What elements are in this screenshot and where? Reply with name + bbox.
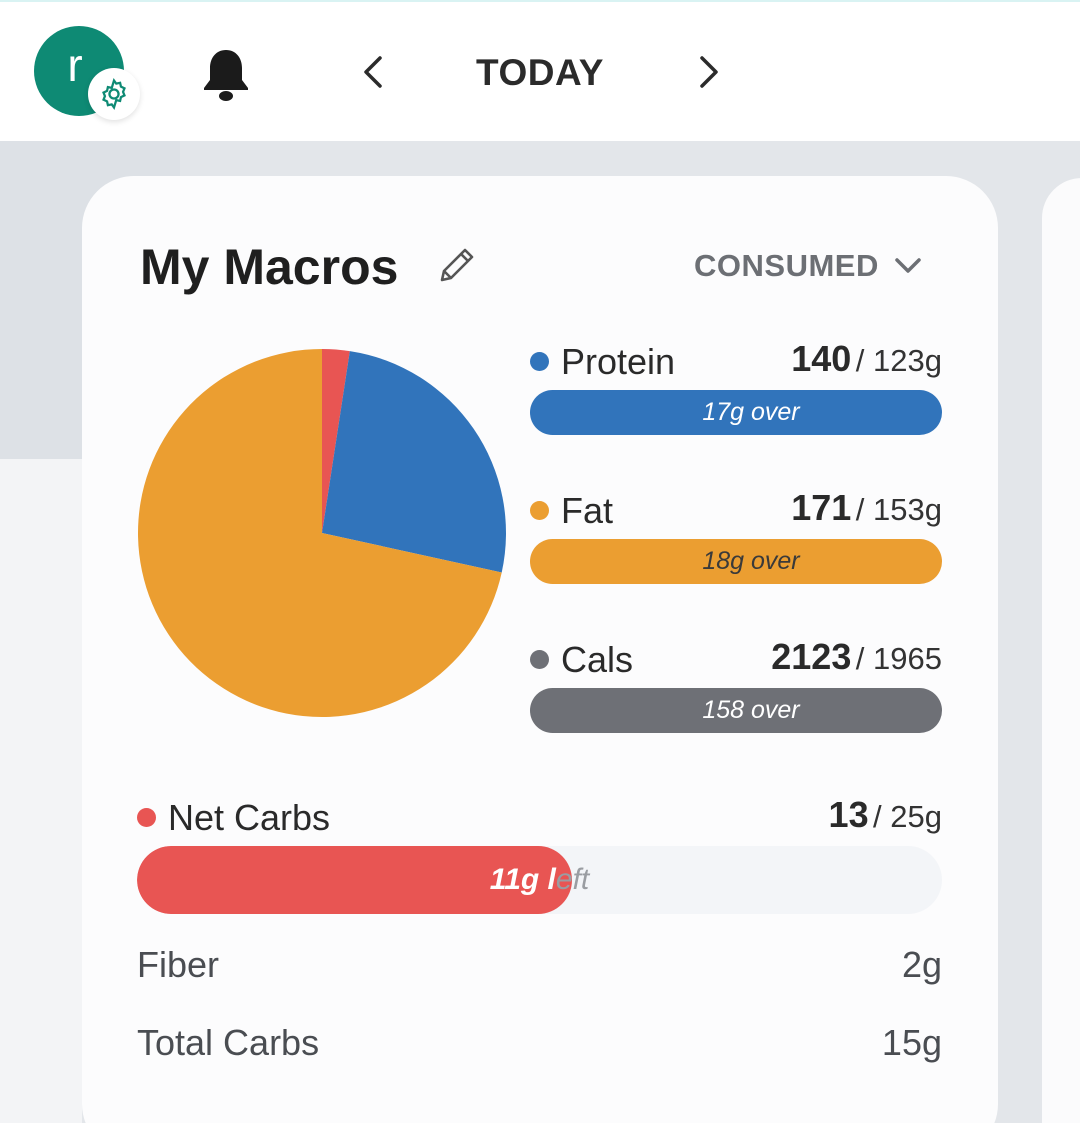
fiber-value: 2g [901,944,942,985]
edit-pencil-icon[interactable] [434,242,480,288]
net-carbs-dot [137,808,156,827]
cals-label: Cals [561,638,634,680]
fiber-row: Fiber 2g [137,944,942,986]
fat-bar: 18g over [530,539,942,584]
protein-target: / 123g [855,343,942,378]
net-carbs-status: 11g l eft [137,846,942,914]
fat-status: 18g over [702,547,800,575]
net-carbs-row: Net Carbs 13 / 25g 11g l eft [137,794,942,914]
cals-row: Cals 2123 / 1965 158 over [530,636,942,733]
protein-dot [530,352,549,371]
chevron-down-icon [895,258,921,273]
date-label[interactable]: TODAY [476,52,604,93]
net-carbs-fill [137,846,572,914]
card-title: My Macros [140,239,399,295]
next-card-edge[interactable] [1042,178,1080,1123]
avatar-letter: r [67,39,83,91]
chevron-left-icon[interactable] [356,52,392,92]
protein-status: 17g over [702,398,800,426]
fat-target: / 153g [855,492,942,527]
fat-dot [530,501,549,520]
pie-slice-net-carbs [322,349,350,533]
settings-gear-icon[interactable] [88,68,140,120]
cals-bar: 158 over [530,688,942,733]
fat-value: 171 [791,487,852,528]
protein-value: 140 [791,338,852,379]
net-carbs-bar: 11g l eft [137,846,942,914]
total-carbs-value: 15g [881,1022,942,1063]
cals-dot [530,650,549,669]
top-bar: r TODAY [0,0,1080,141]
protein-label: Protein [561,340,676,382]
cals-value: 2123 [771,636,852,677]
total-carbs-row: Total Carbs 15g [137,1022,942,1064]
mode-label: CONSUMED [694,248,879,283]
net-carbs-value: 13 [828,794,869,835]
net-carbs-status-rest: eft [555,863,590,896]
total-carbs-label: Total Carbs [137,1022,320,1063]
protein-bar: 17g over [530,390,942,435]
macro-pie-chart [138,349,506,717]
net-carbs-status-bold: 11g l [489,863,556,896]
bell-icon[interactable] [196,44,256,104]
chevron-right-icon[interactable] [690,52,726,92]
net-carbs-label: Net Carbs [168,796,331,838]
cals-status: 158 over [702,696,800,724]
fat-row: Fat 171 / 153g 18g over [530,487,942,584]
pie-slice-protein [322,351,506,573]
pie-slice-fat [138,349,502,717]
cals-target: / 1965 [855,641,942,676]
mode-dropdown[interactable]: CONSUMED [694,248,923,284]
fiber-label: Fiber [137,944,220,985]
background-panel [0,459,82,1123]
net-carbs-target: / 25g [873,799,942,834]
protein-row: Protein 140 / 123g 17g over [530,338,942,435]
fat-label: Fat [561,489,614,531]
